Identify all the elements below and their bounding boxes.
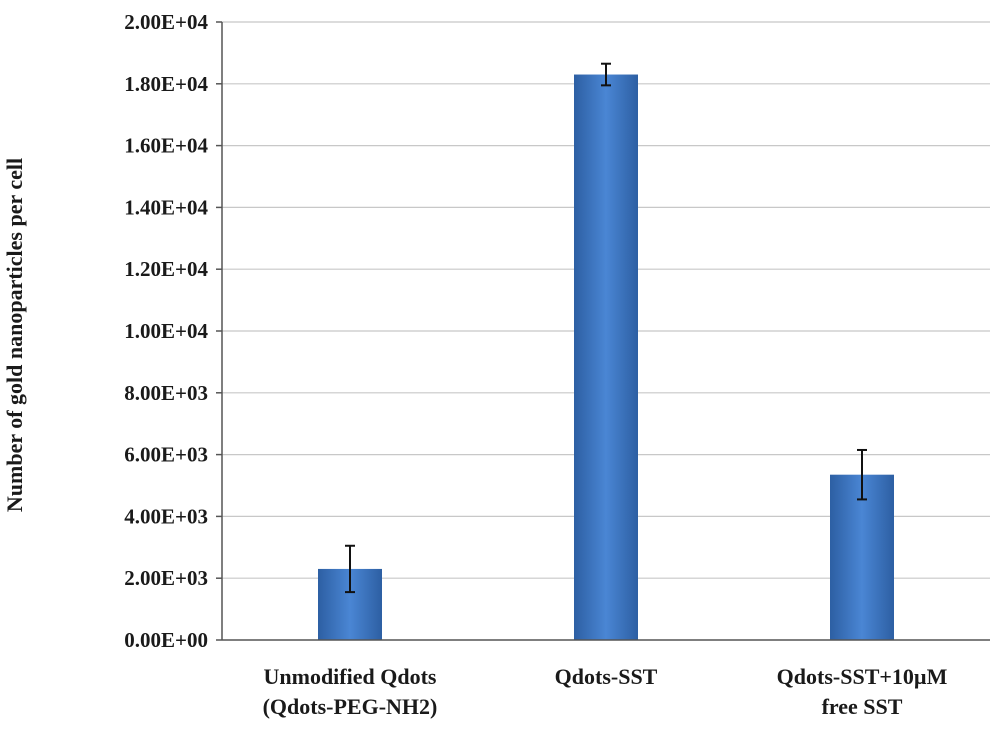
- bar: [574, 74, 638, 640]
- y-tick-label: 0.00E+00: [124, 628, 208, 652]
- y-tick-label: 1.40E+04: [124, 195, 208, 219]
- axes: [221, 22, 990, 641]
- y-tick-label: 6.00E+03: [124, 443, 208, 467]
- x-category-label: Unmodified Qdots: [264, 664, 437, 689]
- bar: [830, 474, 894, 640]
- x-category-label: Qdots-SST: [555, 664, 658, 689]
- y-tick-label: 1.80E+04: [124, 72, 208, 96]
- x-category-labels: Unmodified Qdots (Qdots-PEG-NH2) Qdots-SST…: [263, 664, 948, 719]
- x-category-label: (Qdots-PEG-NH2): [263, 694, 438, 719]
- y-tick-label: 2.00E+03: [124, 566, 208, 590]
- y-axis-title: Number of gold nanoparticles per cell: [2, 158, 27, 512]
- y-tick-label: 1.20E+04: [124, 257, 208, 281]
- x-category-label: free SST: [822, 694, 903, 719]
- x-category-label: Qdots-SST+10µM: [777, 664, 948, 689]
- y-tick-label: 1.00E+04: [124, 319, 208, 343]
- y-tick-label: 2.00E+04: [124, 10, 208, 34]
- bars: [318, 62, 894, 640]
- y-tick-label: 4.00E+03: [124, 504, 208, 528]
- y-tick-labels: 0.00E+00 2.00E+03 4.00E+03 6.00E+03 8.00E+03…: [124, 10, 208, 652]
- y-tick-label: 8.00E+03: [124, 381, 208, 405]
- y-tick-label: 1.60E+04: [124, 134, 208, 158]
